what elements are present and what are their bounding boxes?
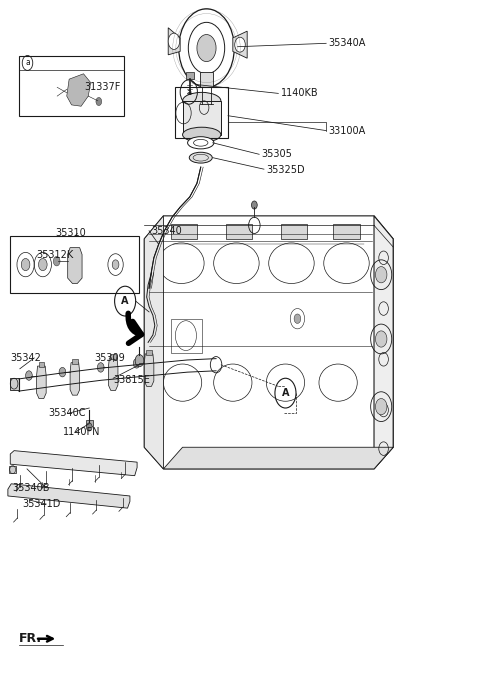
Ellipse shape	[182, 127, 221, 142]
Bar	[38, 362, 44, 367]
Bar	[200, 73, 213, 87]
Bar	[10, 236, 140, 293]
Circle shape	[86, 423, 92, 431]
Bar	[186, 73, 193, 79]
Bar	[146, 350, 152, 355]
Polygon shape	[374, 216, 393, 469]
Text: 35312K: 35312K	[36, 250, 74, 260]
Polygon shape	[67, 74, 91, 106]
Bar	[86, 420, 93, 426]
Text: 35342: 35342	[10, 353, 41, 363]
Text: a: a	[186, 87, 192, 96]
Circle shape	[38, 258, 47, 271]
Text: 35310: 35310	[56, 228, 86, 239]
Text: A: A	[282, 388, 289, 398]
Text: 35340B: 35340B	[12, 483, 50, 493]
Circle shape	[133, 359, 140, 368]
Text: 31337F: 31337F	[84, 82, 121, 92]
Circle shape	[53, 256, 60, 266]
Ellipse shape	[188, 137, 214, 149]
Polygon shape	[68, 247, 82, 283]
Circle shape	[197, 35, 216, 62]
Circle shape	[168, 33, 180, 49]
Polygon shape	[36, 366, 46, 399]
Polygon shape	[8, 484, 130, 508]
Text: 1140KB: 1140KB	[281, 88, 318, 98]
Polygon shape	[10, 451, 137, 476]
Polygon shape	[70, 363, 80, 395]
Text: FR.: FR.	[19, 633, 42, 645]
Circle shape	[112, 260, 119, 269]
Bar	[9, 466, 16, 473]
Polygon shape	[108, 358, 118, 391]
Text: 35340: 35340	[152, 226, 182, 236]
Text: 35325D: 35325D	[266, 165, 305, 175]
Text: A: A	[121, 296, 129, 306]
Text: 35309: 35309	[94, 353, 125, 363]
Text: 1140FN: 1140FN	[63, 427, 100, 437]
Text: 33815E: 33815E	[113, 375, 150, 384]
Polygon shape	[233, 31, 247, 58]
Circle shape	[135, 355, 144, 367]
Text: 33100A: 33100A	[328, 125, 366, 136]
Text: 35305: 35305	[262, 149, 292, 159]
Polygon shape	[168, 28, 180, 55]
Bar	[72, 359, 78, 364]
Bar	[281, 224, 307, 239]
Circle shape	[25, 371, 32, 380]
Bar	[10, 378, 19, 390]
Circle shape	[235, 37, 245, 52]
Text: 35341D: 35341D	[22, 499, 60, 509]
Text: 35340A: 35340A	[328, 39, 366, 48]
Bar	[175, 87, 228, 138]
Circle shape	[21, 258, 30, 271]
Circle shape	[97, 363, 104, 372]
Ellipse shape	[182, 92, 221, 109]
Bar	[182, 101, 221, 135]
FancyArrowPatch shape	[128, 313, 142, 343]
Bar	[19, 56, 124, 116]
Text: a: a	[25, 58, 30, 67]
Polygon shape	[163, 447, 393, 469]
Circle shape	[96, 98, 102, 106]
Polygon shape	[144, 354, 154, 386]
Ellipse shape	[189, 153, 212, 163]
Circle shape	[59, 367, 66, 377]
Circle shape	[375, 331, 387, 347]
Circle shape	[252, 201, 257, 209]
Circle shape	[375, 399, 387, 415]
Polygon shape	[144, 216, 163, 469]
Bar	[170, 224, 197, 239]
Text: 35340C: 35340C	[48, 408, 86, 418]
Circle shape	[294, 314, 301, 323]
Bar	[110, 354, 116, 359]
Circle shape	[375, 266, 387, 283]
Bar	[333, 224, 360, 239]
Bar	[226, 224, 252, 239]
